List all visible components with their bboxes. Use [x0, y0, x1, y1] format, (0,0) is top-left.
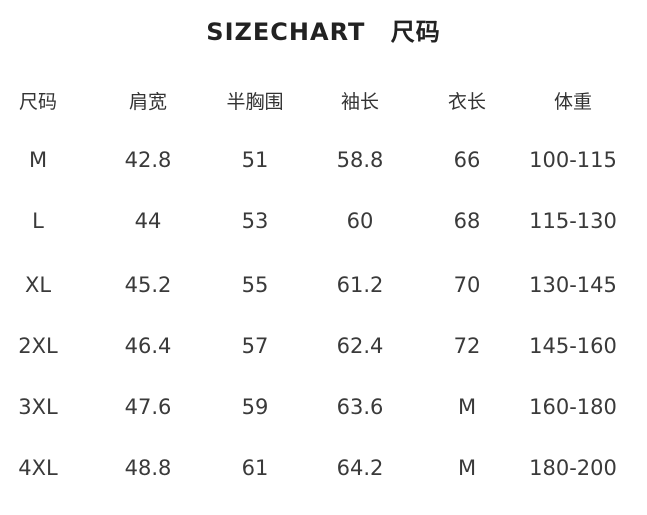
title-zh: 尺码	[390, 18, 441, 46]
table-cell: 72	[453, 334, 481, 358]
table-cell: 53	[241, 209, 269, 233]
table-cell: M	[457, 456, 477, 480]
table-cell: 61	[241, 456, 269, 480]
table-cell: 64.2	[336, 456, 384, 480]
header-cell: 袖长	[340, 91, 379, 113]
table-cell: 61.2	[336, 273, 384, 297]
table-cell: XL	[24, 273, 52, 297]
table-cell: 4XL	[18, 456, 58, 480]
page-title: SIZECHART 尺码	[0, 12, 647, 47]
table-cell: 100-115	[529, 148, 617, 172]
table-cell: 59	[241, 395, 269, 419]
header-cell: 衣长	[447, 91, 486, 113]
table-header-row: 尺码 肩宽 半胸围 袖长 衣长 体重	[0, 82, 647, 122]
table-cell: 68	[453, 209, 481, 233]
header-cell: 尺码	[18, 91, 57, 113]
title-en: SIZECHART	[206, 18, 366, 46]
table-cell: 180-200	[529, 456, 617, 480]
header-cell: 肩宽	[128, 91, 167, 113]
table-cell: 3XL	[18, 395, 58, 419]
table-cell: M	[28, 148, 48, 172]
table-row: L 44 53 60 68 115-130	[0, 201, 647, 241]
table-row: XL 45.2 55 61.2 70 130-145	[0, 265, 647, 305]
table-row: M 42.8 51 58.8 66 100-115	[0, 140, 647, 180]
table-cell: 115-130	[529, 209, 617, 233]
table-cell: 44	[134, 209, 162, 233]
table-cell: 55	[241, 273, 269, 297]
table-cell: 47.6	[124, 395, 172, 419]
table-cell: 46.4	[124, 334, 172, 358]
table-cell: L	[32, 209, 44, 233]
table-cell: 60	[346, 209, 374, 233]
table-row: 2XL 46.4 57 62.4 72 145-160	[0, 326, 647, 366]
table-cell: 57	[241, 334, 269, 358]
table-cell: 58.8	[336, 148, 384, 172]
header-cell: 半胸围	[226, 91, 284, 113]
table-cell: 130-145	[529, 273, 617, 297]
table-cell: 62.4	[336, 334, 384, 358]
table-row: 4XL 48.8 61 64.2 M 180-200	[0, 448, 647, 488]
table-cell: 70	[453, 273, 481, 297]
header-cell: 体重	[553, 91, 592, 113]
table-cell: 51	[241, 148, 269, 172]
table-cell: 66	[453, 148, 481, 172]
table-cell: 160-180	[529, 395, 617, 419]
table-cell: 2XL	[18, 334, 58, 358]
table-cell: 145-160	[529, 334, 617, 358]
table-cell: 63.6	[336, 395, 384, 419]
table-cell: 45.2	[124, 273, 172, 297]
table-row: 3XL 47.6 59 63.6 M 160-180	[0, 387, 647, 427]
table-cell: M	[457, 395, 477, 419]
table-cell: 48.8	[124, 456, 172, 480]
table-cell: 42.8	[124, 148, 172, 172]
